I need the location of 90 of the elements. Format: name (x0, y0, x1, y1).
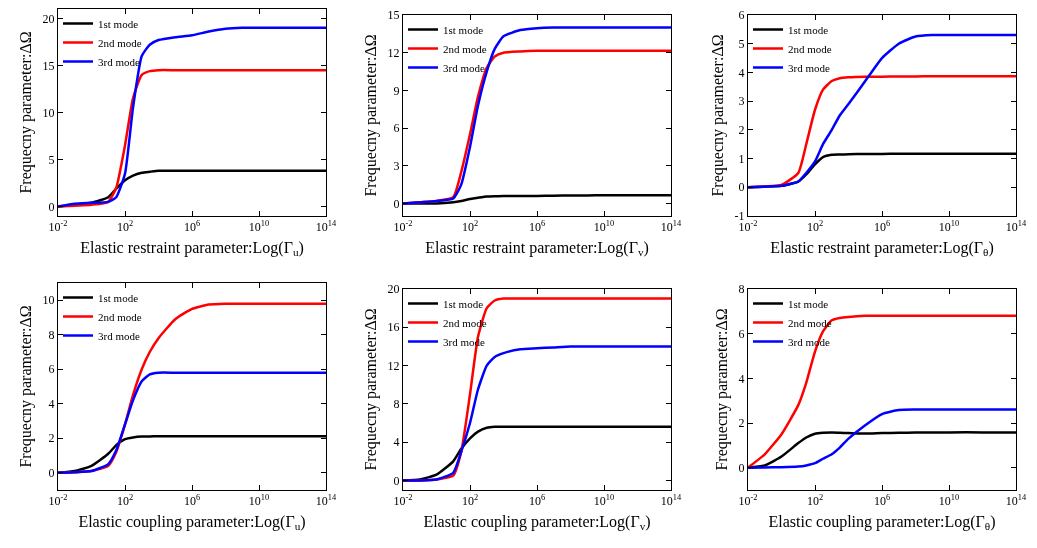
y-tick-label: 2 (48, 431, 55, 446)
legend-label: 3rd mode (98, 329, 140, 342)
x-tick-label: 10$^{10}$ (938, 493, 960, 509)
y-tick-label: 10 (42, 293, 55, 308)
x-tick-label: 10$^{10}$ (248, 493, 270, 509)
x-tick-label: 10$^{10}$ (593, 219, 615, 235)
y-tick-label: 15 (387, 8, 400, 23)
x-tick-label: 10$^{6}$ (873, 219, 891, 235)
y-tick-label: 2 (738, 416, 745, 431)
legend-label: 1st mode (98, 291, 139, 304)
y-tick-label: 6 (393, 121, 400, 136)
x-tick-label: 10$^{6}$ (528, 493, 546, 509)
y-axis-title: Frequecny parameter:ΔΩ (362, 308, 381, 471)
y-tick-label: 12 (387, 358, 400, 373)
y-tick-label: 5 (48, 152, 55, 167)
x-tick-label: 10$^{2}$ (806, 493, 824, 509)
y-tick-label: 12 (387, 45, 400, 60)
y-tick-label: 0 (48, 199, 55, 214)
x-tick-label: 10$^{10}$ (593, 493, 615, 509)
y-tick-label: 3 (738, 94, 745, 109)
x-tick-label: 10$^{14}$ (1005, 219, 1027, 235)
x-tick-label: 10$^{-2}$ (738, 493, 758, 509)
y-tick-label: 0 (738, 180, 745, 195)
y-tick-label: 6 (48, 362, 55, 377)
y-tick-label: 15 (42, 58, 55, 73)
y-tick-label: 4 (48, 396, 55, 411)
x-axis-title: Elastic coupling parameter:Log(Γ$_{v}$) (423, 513, 651, 533)
y-tick-label: 1 (738, 151, 745, 166)
legend-label: 1st mode (443, 23, 484, 36)
x-tick-label: 10$^{-2}$ (393, 219, 413, 235)
y-tick-label: 8 (393, 397, 400, 412)
y-tick-label: 0 (738, 460, 745, 475)
x-tick-label: 10$^{14}$ (660, 219, 682, 235)
y-tick-label: 4 (738, 371, 745, 386)
y-tick-label: 20 (387, 282, 400, 297)
x-tick-label: 10$^{2}$ (116, 219, 134, 235)
x-tick-label: 10$^{14}$ (315, 219, 337, 235)
y-axis-title: Frequecny parameter:ΔΩ (362, 34, 381, 197)
y-axis-title: Frequecny parameter:ΔΩ (709, 34, 728, 197)
x-tick-label: 10$^{6}$ (528, 219, 546, 235)
x-axis-title: Elastic restraint parameter:Log(Γ$_{v}$) (425, 239, 649, 259)
x-tick-label: 10$^{2}$ (461, 219, 479, 235)
y-tick-label: 4 (393, 435, 400, 450)
x-tick-label: 10$^{10}$ (248, 219, 270, 235)
y-tick-label: 20 (42, 11, 55, 26)
legend-label: 2nd mode (788, 42, 832, 55)
y-tick-label: 8 (738, 282, 745, 297)
x-tick-label: 10$^{-2}$ (393, 493, 413, 509)
x-axis-title: Elastic restraint parameter:Log(Γ$_{θ}$) (770, 239, 994, 259)
y-tick-label: 9 (393, 83, 400, 98)
legend-label: 3rd mode (98, 55, 140, 68)
x-tick-label: 10$^{-2}$ (48, 493, 68, 509)
x-tick-label: 10$^{14}$ (1005, 493, 1027, 509)
legend-label: 2nd mode (98, 36, 142, 49)
x-tick-label: 10$^{14}$ (315, 493, 337, 509)
x-axis-title: Elastic coupling parameter:Log(Γ$_{u}$) (78, 513, 306, 533)
y-tick-label: 4 (738, 65, 745, 80)
legend-label: 1st mode (443, 297, 484, 310)
y-tick-label: 10 (42, 105, 55, 120)
x-tick-label: 10$^{14}$ (660, 493, 682, 509)
x-tick-label: 10$^{2}$ (116, 493, 134, 509)
legend-label: 3rd mode (788, 61, 830, 74)
y-tick-label: 0 (393, 473, 400, 488)
y-tick-label: 8 (48, 327, 55, 342)
legend-label: 1st mode (788, 297, 829, 310)
y-tick-label: 6 (738, 8, 745, 23)
y-tick-label: 0 (48, 465, 55, 480)
x-axis-title: Elastic restraint parameter:Log(Γ$_{u}$) (80, 239, 304, 259)
legend-label: 2nd mode (443, 42, 487, 55)
y-axis-title: Frequecny parameter:ΔΩ (17, 31, 36, 194)
x-tick-label: 10$^{6}$ (183, 493, 201, 509)
y-tick-label: 3 (393, 158, 400, 173)
x-tick-label: 10$^{6}$ (873, 493, 891, 509)
y-axis-title: Frequecny parameter:ΔΩ (713, 308, 732, 471)
y-tick-label: 2 (738, 123, 745, 138)
y-axis-title: Frequecny parameter:ΔΩ (17, 305, 36, 468)
legend-label: 3rd mode (443, 61, 485, 74)
y-tick-label: 16 (387, 320, 400, 335)
x-axis-title: Elastic coupling parameter:Log(Γ$_{θ}$) (768, 513, 996, 533)
y-tick-label: 5 (738, 36, 745, 51)
x-tick-label: 10$^{2}$ (806, 219, 824, 235)
x-tick-label: 10$^{2}$ (461, 493, 479, 509)
y-tick-label: 0 (393, 196, 400, 211)
y-tick-label: 6 (738, 326, 745, 341)
x-tick-label: 10$^{-2}$ (48, 219, 68, 235)
x-tick-label: 10$^{6}$ (183, 219, 201, 235)
x-tick-label: 10$^{10}$ (938, 219, 960, 235)
legend-label: 1st mode (98, 17, 139, 30)
legend-label: 2nd mode (98, 310, 142, 323)
legend-label: 1st mode (788, 23, 829, 36)
